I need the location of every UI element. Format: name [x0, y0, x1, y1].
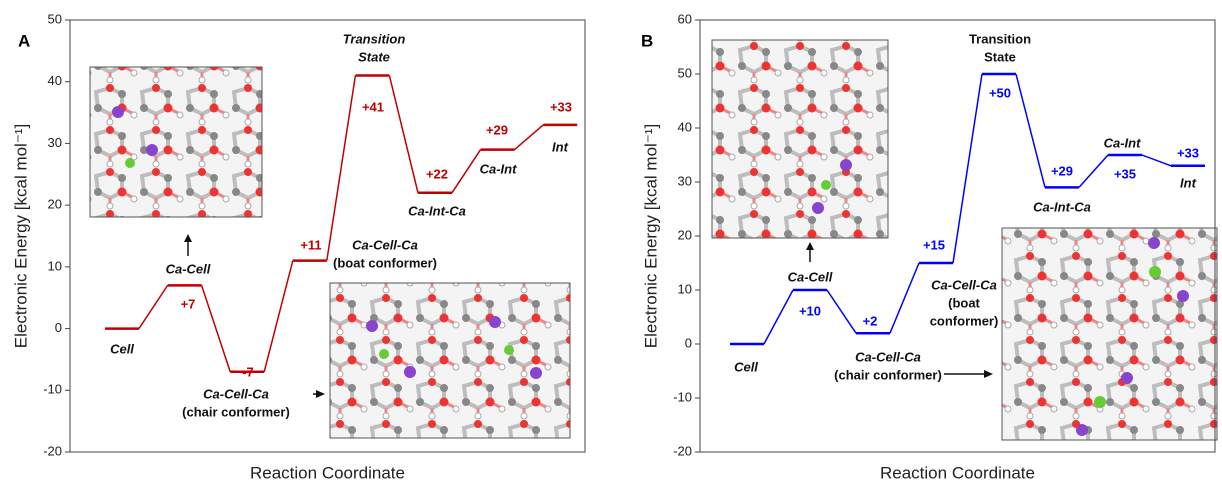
- state-label: conformer): [930, 313, 999, 328]
- y-tick-label: -10: [673, 389, 692, 404]
- state-label: Transition: [969, 31, 1031, 46]
- connector: [452, 150, 481, 193]
- y-tick-label: 50: [678, 65, 692, 80]
- y-tick-label: 0: [685, 335, 692, 350]
- value-label: +22: [426, 166, 448, 181]
- x-axis-title: Reaction Coordinate: [250, 463, 405, 482]
- connector: [389, 76, 418, 193]
- figure: A -20 -10 0 10 20 30 40 50 Electronic Energy [kca…: [0, 0, 1222, 486]
- connector: [1142, 155, 1171, 166]
- connector: [827, 290, 856, 333]
- connector: [139, 285, 168, 328]
- state-label: State: [358, 49, 390, 64]
- state-label: Ca-Cell-Ca: [203, 386, 269, 401]
- inset: [330, 283, 570, 438]
- panel-label: A: [18, 31, 30, 50]
- state-label: Ca-Int-Ca: [408, 203, 466, 218]
- value-label: +29: [486, 122, 508, 137]
- connector: [327, 76, 356, 261]
- value-label: +10: [799, 303, 821, 318]
- connector: [1016, 74, 1045, 187]
- state-label: Cell: [734, 359, 758, 374]
- value-label: +41: [362, 99, 384, 114]
- value-label: -7: [242, 364, 254, 379]
- state-label: Transition: [343, 31, 406, 46]
- state-label: State: [984, 49, 1016, 64]
- value-label: +7: [181, 296, 196, 311]
- y-tick-label: 40: [678, 119, 692, 134]
- panel-label: B: [641, 31, 653, 50]
- state-label: Ca-Cell: [788, 269, 833, 284]
- state-label: Ca-Cell-Ca: [352, 237, 418, 252]
- state-label: (chair conformer): [182, 404, 290, 419]
- state-label: Cell: [110, 341, 134, 356]
- state-label: Ca-Int: [1104, 135, 1142, 150]
- inset: [1002, 228, 1217, 440]
- y-tick-label: -20: [43, 443, 62, 458]
- value-label: +11: [300, 237, 321, 252]
- state-label: Ca-Int: [480, 161, 518, 176]
- value-label: +33: [550, 99, 572, 114]
- inset: [90, 67, 262, 217]
- y-tick-label: 20: [48, 197, 62, 212]
- state-label: (boat: [948, 295, 980, 310]
- value-label: +2: [863, 313, 878, 328]
- y-tick-label: 50: [48, 11, 62, 26]
- connector: [953, 74, 982, 263]
- y-tick-label: 20: [678, 227, 692, 242]
- connector: [264, 261, 293, 372]
- value-label: +15: [923, 237, 945, 252]
- connector: [890, 263, 919, 333]
- state-label: Ca-Int-Ca: [1033, 199, 1091, 214]
- y-tick-label: 40: [48, 73, 62, 88]
- y-axis-title: Electronic Energy [kcal mol⁻¹]: [641, 124, 660, 348]
- state-label: Int: [552, 139, 569, 154]
- value-label: +33: [1177, 145, 1199, 160]
- y-tick-label: 10: [48, 258, 62, 273]
- y-axis-title: Electronic Energy [kcal mol⁻¹]: [11, 124, 30, 348]
- y-tick-label: -10: [43, 382, 62, 397]
- state-label: Int: [1180, 175, 1197, 190]
- value-label: +50: [989, 85, 1011, 100]
- value-label: +29: [1051, 163, 1073, 178]
- y-tick-label: 60: [678, 11, 692, 26]
- y-tick-label: 30: [48, 135, 62, 150]
- state-label: Ca-Cell: [166, 261, 211, 276]
- inset: [712, 40, 888, 238]
- value-label: +35: [1114, 166, 1136, 181]
- state-label: Ca-Cell-Ca: [931, 277, 997, 292]
- state-label: Ca-Cell-Ca: [855, 349, 921, 364]
- state-label: (boat conformer): [333, 255, 437, 270]
- y-tick-label: 0: [55, 320, 62, 335]
- y-tick-label: 30: [678, 173, 692, 188]
- y-tick-label: 10: [678, 281, 692, 296]
- y-tick-label: -20: [673, 443, 692, 458]
- connector: [515, 125, 544, 150]
- state-label: (chair conformer): [834, 367, 942, 382]
- connector: [764, 290, 793, 344]
- connector: [1079, 155, 1108, 187]
- connector: [202, 285, 231, 371]
- x-axis-title: Reaction Coordinate: [880, 463, 1035, 482]
